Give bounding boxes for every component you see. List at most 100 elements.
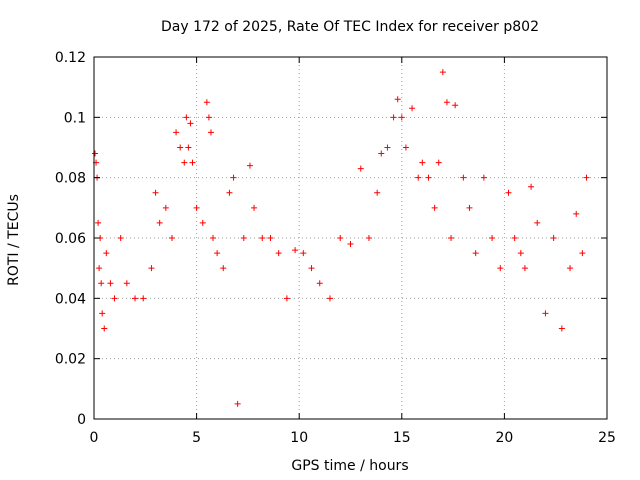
y-tick-label: 0.1	[64, 110, 86, 126]
x-tick-label: 20	[495, 430, 513, 446]
data-point	[162, 204, 169, 211]
data-point	[326, 295, 333, 302]
data-point	[123, 280, 130, 287]
data-point	[183, 114, 190, 121]
y-tick-label: 0.08	[55, 171, 86, 187]
y-axis-label: ROTI / TECUs	[6, 194, 22, 286]
data-point	[472, 250, 479, 257]
data-point	[374, 189, 381, 196]
data-point	[534, 219, 541, 226]
data-point	[415, 174, 422, 181]
data-point	[148, 265, 155, 272]
x-tick-label: 25	[598, 430, 616, 446]
data-point	[497, 265, 504, 272]
data-point	[275, 250, 282, 257]
data-point	[579, 250, 586, 257]
data-point	[226, 189, 233, 196]
chart-title: Day 172 of 2025, Rate Of TEC Index for r…	[161, 19, 539, 35]
x-axis-label: GPS time / hours	[291, 458, 408, 474]
y-tick-label: 0.12	[55, 50, 86, 66]
x-tick-label: 10	[290, 430, 308, 446]
data-point	[207, 129, 214, 136]
gridlines	[94, 57, 607, 419]
data-point	[96, 265, 103, 272]
data-point	[489, 235, 496, 241]
data-point	[177, 144, 184, 151]
data-point	[402, 144, 409, 151]
data-point	[111, 295, 118, 302]
data-point	[283, 295, 290, 302]
data-point	[230, 174, 237, 181]
data-point	[511, 235, 518, 241]
data-point	[550, 235, 557, 241]
data-point	[384, 144, 391, 151]
data-point	[117, 235, 124, 241]
y-tick-label: 0	[77, 412, 86, 428]
data-point	[132, 295, 139, 302]
data-point	[300, 250, 307, 257]
data-point	[443, 99, 450, 106]
data-point	[365, 235, 372, 241]
data-point	[316, 280, 323, 287]
data-point	[181, 159, 188, 166]
data-point	[337, 235, 344, 241]
data-point	[251, 204, 258, 211]
data-point	[573, 210, 580, 217]
data-point	[425, 174, 432, 181]
data-point	[99, 310, 106, 317]
data-point	[558, 325, 565, 332]
data-point	[448, 235, 455, 241]
data-point	[466, 204, 473, 211]
data-point	[101, 325, 108, 332]
data-point	[528, 183, 535, 190]
data-point	[308, 265, 315, 272]
data-point	[542, 310, 549, 317]
data-point	[267, 235, 274, 241]
data-point	[187, 120, 194, 127]
y-tick-label: 0.02	[55, 352, 86, 368]
x-tick-label: 15	[393, 430, 411, 446]
x-axis-ticks: 0 5 10 15 20 25	[90, 57, 616, 446]
x-tick-label: 5	[192, 430, 201, 446]
data-point	[460, 174, 467, 181]
data-point	[152, 189, 159, 196]
data-point	[210, 235, 217, 241]
data-point	[292, 247, 299, 254]
data-point	[193, 204, 200, 211]
data-point	[140, 295, 147, 302]
data-point	[378, 150, 385, 157]
data-point	[409, 105, 416, 112]
data-point	[259, 235, 266, 241]
data-point	[435, 159, 442, 166]
data-point	[521, 265, 528, 272]
data-point	[234, 400, 241, 407]
data-point	[214, 250, 221, 257]
data-point	[107, 280, 114, 287]
y-tick-label: 0.04	[55, 291, 86, 307]
y-axis-ticks: 0 0.02 0.04 0.06 0.08 0.1 0.12	[55, 50, 607, 428]
data-point	[199, 219, 206, 226]
data-point	[517, 250, 524, 257]
data-point	[203, 99, 210, 106]
data-point	[505, 189, 512, 196]
data-point	[583, 174, 590, 181]
data-point	[98, 280, 105, 287]
data-point	[189, 159, 196, 166]
data-point	[347, 241, 354, 248]
data-point	[390, 114, 397, 121]
data-point	[419, 159, 426, 166]
data-point	[185, 144, 192, 151]
data-point	[398, 114, 405, 121]
data-points	[92, 69, 590, 407]
data-point	[431, 204, 438, 211]
data-point	[205, 114, 212, 121]
data-point	[103, 250, 110, 257]
data-point	[240, 235, 247, 241]
data-point	[480, 174, 487, 181]
data-point	[452, 102, 459, 109]
data-point	[156, 219, 163, 226]
data-point	[567, 265, 574, 272]
data-point	[357, 165, 364, 172]
